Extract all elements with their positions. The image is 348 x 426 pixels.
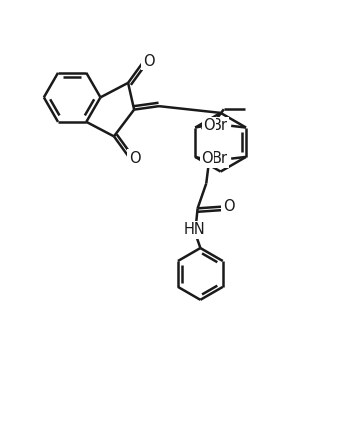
Text: Br: Br — [212, 151, 228, 166]
Text: HN: HN — [183, 222, 205, 237]
Text: O: O — [223, 199, 235, 214]
Text: O: O — [203, 118, 215, 133]
Text: Br: Br — [212, 118, 228, 133]
Text: O: O — [143, 54, 155, 69]
Text: O: O — [201, 151, 213, 166]
Text: O: O — [129, 151, 141, 166]
